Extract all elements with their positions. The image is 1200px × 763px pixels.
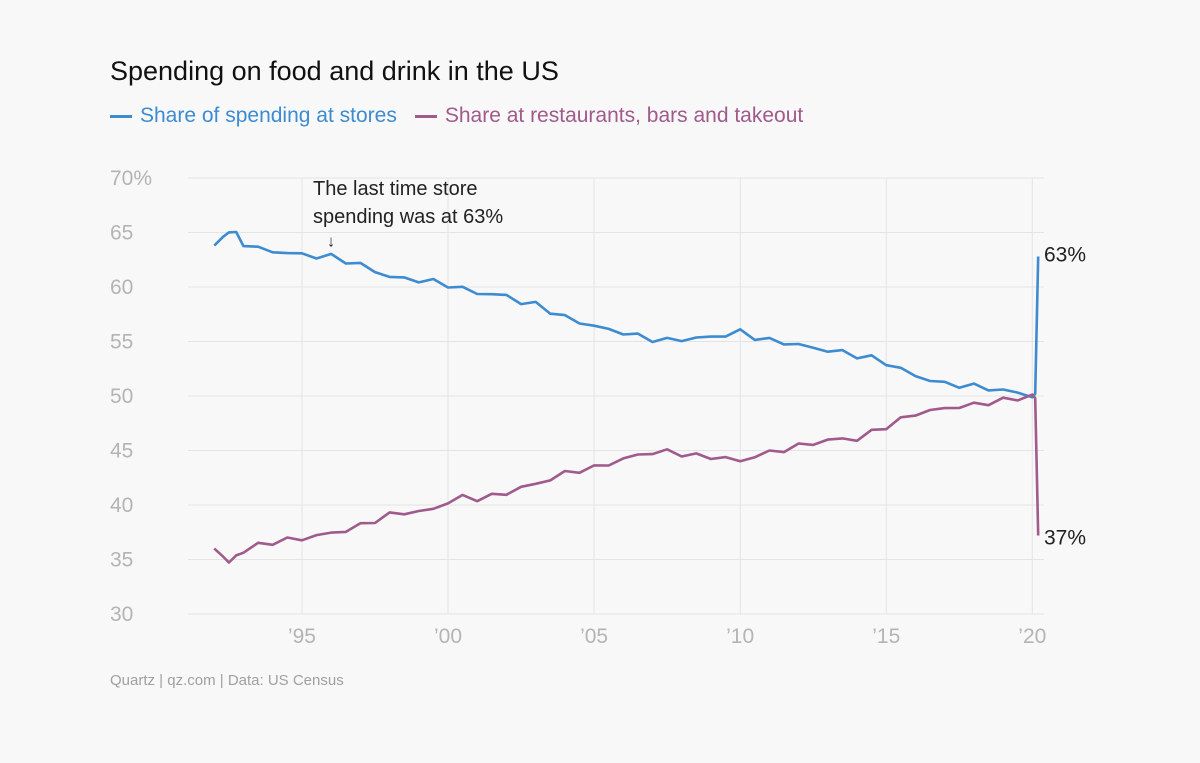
y-tick-label: 30 <box>110 603 133 626</box>
end-label: 37% <box>1044 527 1086 550</box>
y-tick-label: 40 <box>110 494 133 517</box>
series <box>213 230 1040 564</box>
y-tick-label: 70% <box>110 167 152 190</box>
x-tick-label: ’15 <box>872 625 900 648</box>
end-label: 63% <box>1044 243 1086 266</box>
legend-label-restaurants: Share at restaurants, bars and takeout <box>444 104 804 127</box>
legend-swatch-restaurants <box>414 114 437 118</box>
y-tick-label: 55 <box>110 331 133 354</box>
legend-item-stores: Share of spending at stores <box>110 104 397 128</box>
y-tick-label: 65 <box>110 222 133 245</box>
end-labels: 63% 37% <box>1044 243 1086 549</box>
series-line-stores <box>213 230 1040 399</box>
chart-title: Spending on food and drink in the US <box>110 56 559 86</box>
legend-item-restaurants: Share at restaurants, bars and takeout <box>414 104 804 128</box>
x-tick-label: ’20 <box>1018 625 1046 648</box>
y-tick-label: 35 <box>110 549 133 572</box>
source-note: Quartz | qz.com | Data: US Census <box>110 672 344 689</box>
series-line-restaurants <box>213 393 1040 564</box>
legend-label-stores: Share of spending at stores <box>140 104 397 127</box>
x-tick-label: ’05 <box>580 625 608 648</box>
y-tick-label: 60 <box>110 276 133 299</box>
gridlines <box>188 177 1044 615</box>
x-tick-label: ’10 <box>726 625 754 648</box>
x-tick-label: ’00 <box>434 625 462 648</box>
annotation-arrow-icon: ↓ <box>327 233 335 250</box>
y-tick-label: 45 <box>110 440 133 463</box>
chart-legend: Share of spending at stores Share at res… <box>110 104 803 128</box>
annotation: The last time store spending was at 63% … <box>313 178 503 250</box>
y-tick-label: 50 <box>110 385 133 408</box>
legend-swatch-stores <box>110 114 132 118</box>
y-axis: 70% 65 60 55 50 45 40 35 30 <box>110 167 152 626</box>
annotation-line-2: spending was at 63% <box>313 206 503 228</box>
annotation-line-1: The last time store <box>313 178 478 200</box>
x-tick-label: ’95 <box>288 625 316 648</box>
x-axis: ’95 ’00 ’05 ’10 ’15 ’20 <box>288 625 1046 648</box>
